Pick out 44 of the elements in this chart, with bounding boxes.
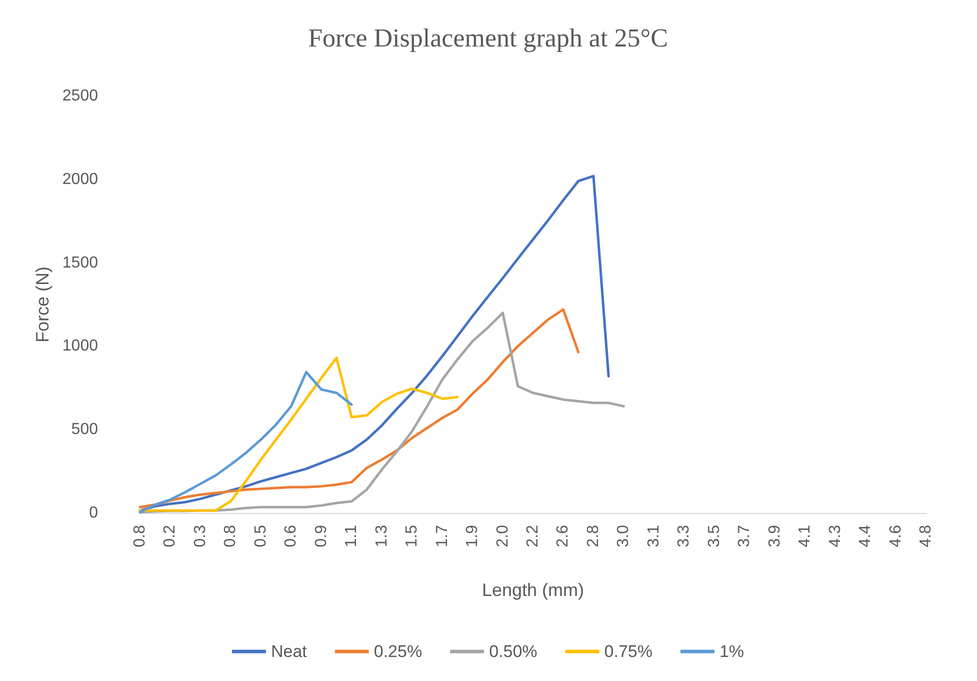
x-tick-label: 3.3 [676,524,693,548]
y-tick-label: 1000 [62,338,98,355]
x-tick-label: 3.7 [736,524,754,548]
x-tick-label: 0.8 [132,524,148,548]
x-axis-title: Length (mm) [482,580,584,600]
legend-label: 0.25% [374,642,422,661]
x-tick-label: 1.5 [404,524,421,548]
y-tick-label: 2500 [62,88,98,104]
x-tick-label: 0.2 [162,524,179,548]
x-tick-label: 2.6 [554,524,572,548]
chart-title: Force Displacement graph at 25°C [308,24,668,52]
legend-label: 0.50% [489,642,538,661]
x-tick-label: 3.1 [645,524,662,548]
y-tick-label: 2000 [62,170,98,188]
line-series [138,174,610,512]
x-tick-label: 3.9 [766,524,784,548]
x-tick-label: 4.3 [826,524,844,548]
x-tick-label: 0.6 [282,524,300,548]
line-series [138,370,353,514]
x-tick-label: 0.5 [252,524,270,548]
legend-label: 1% [719,642,744,661]
y-tick-label: 0 [89,504,98,522]
y-tick-label: 1500 [62,254,98,272]
x-tick-label: 1.1 [343,524,360,548]
legend-label: Neat [270,642,308,661]
x-tick-label: 1.7 [434,524,451,548]
x-tick-label: 4.6 [887,524,904,548]
x-tick-label: 3.0 [615,524,632,548]
x-tick-label: 0.9 [312,524,330,548]
y-tick-label: 500 [71,421,98,438]
x-tick-label: 2.8 [584,524,602,548]
x-tick-label: 4.1 [796,524,814,548]
x-tick-label: 0.8 [222,524,240,548]
x-tick-label: 1.9 [464,524,482,548]
line-series [138,356,459,512]
x-tick-label: 4.8 [918,524,934,548]
x-tick-label: 4.4 [857,524,874,548]
x-tick-label: 0.3 [192,524,209,548]
x-tick-label: 3.5 [706,524,723,548]
x-tick-label: 1.3 [373,524,390,548]
x-tick-label: 2.0 [494,524,512,548]
x-tick-label: 2.2 [524,524,542,548]
legend-label: 0.75% [604,642,652,661]
y-axis-title: Force (N) [32,266,53,342]
